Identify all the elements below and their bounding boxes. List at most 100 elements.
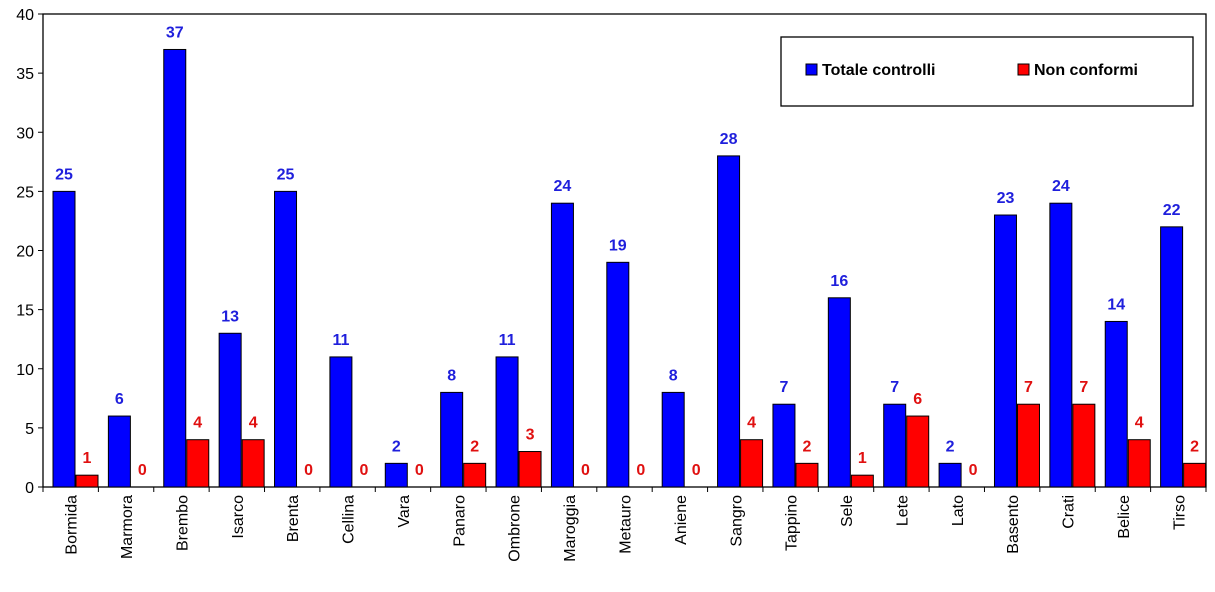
category-label: Ombrone	[507, 495, 524, 562]
bar-totale-controlli	[495, 356, 519, 488]
legend-box	[780, 36, 1194, 107]
data-label-non-conformi: 0	[692, 462, 701, 479]
data-label-non-conformi: 2	[1190, 438, 1199, 455]
bar-non-conformi	[906, 415, 930, 488]
bar-totale-controlli	[384, 462, 408, 488]
data-label-totale: 16	[830, 273, 848, 290]
y-tick-label: 30	[16, 125, 34, 142]
data-label-non-conformi: 0	[415, 462, 424, 479]
bar-non-conformi	[518, 451, 542, 488]
category-label: Lato	[950, 495, 967, 526]
y-tick-label: 35	[16, 66, 34, 83]
data-label-totale: 37	[166, 24, 184, 41]
data-label-totale: 8	[447, 367, 456, 384]
bar-totale-controlli	[827, 297, 851, 488]
bar-non-conformi	[241, 439, 265, 488]
bars	[52, 48, 1207, 488]
data-label-totale: 23	[997, 190, 1015, 207]
bar-non-conformi	[1072, 403, 1096, 488]
legend: Totale controlli Non conformi	[780, 36, 1194, 107]
data-label-totale: 2	[392, 438, 401, 455]
data-label-totale: 24	[1052, 178, 1070, 195]
category-label: Crati	[1061, 495, 1078, 529]
category-label: Sele	[839, 495, 856, 527]
data-label-non-conformi: 7	[1079, 379, 1088, 396]
bar-totale-controlli	[218, 332, 242, 488]
category-label: Aniene	[673, 495, 690, 545]
data-label-non-conformi: 4	[249, 415, 258, 432]
legend-swatch	[1017, 63, 1030, 76]
data-label-totale: 7	[890, 379, 899, 396]
data-label-non-conformi: 0	[138, 462, 147, 479]
y-tick-label: 15	[16, 303, 34, 320]
category-label: Lete	[894, 495, 911, 526]
bar-totale-controlli	[440, 391, 464, 488]
data-label-non-conformi: 3	[526, 427, 535, 444]
bar-totale-controlli	[274, 190, 298, 488]
data-label-totale: 6	[115, 391, 124, 408]
legend-label: Non conformi	[1034, 62, 1138, 79]
data-label-totale: 28	[720, 131, 738, 148]
data-label-totale: 2	[946, 438, 955, 455]
bar-non-conformi	[75, 474, 99, 488]
bar-totale-controlli	[52, 190, 76, 488]
bar-non-conformi	[740, 439, 764, 488]
data-label-non-conformi: 0	[359, 462, 368, 479]
data-label-totale: 25	[277, 166, 295, 183]
data-label-non-conformi: 7	[1024, 379, 1033, 396]
bar-non-conformi	[1183, 462, 1207, 488]
bar-totale-controlli	[329, 356, 353, 488]
legend-swatch	[805, 63, 818, 76]
category-label: Maroggia	[562, 495, 579, 562]
data-label-non-conformi: 1	[858, 450, 867, 467]
category-label: Basento	[1005, 495, 1022, 554]
bar-totale-controlli	[883, 403, 907, 488]
data-label-non-conformi: 0	[304, 462, 313, 479]
category-label: Tappino	[784, 495, 801, 551]
data-label-non-conformi: 2	[802, 438, 811, 455]
data-label-non-conformi: 0	[581, 462, 590, 479]
category-label: Sangro	[728, 495, 745, 547]
bar-totale-controlli	[717, 155, 741, 488]
data-label-totale: 7	[779, 379, 788, 396]
data-label-totale: 24	[554, 178, 572, 195]
bar-totale-controlli	[938, 462, 962, 488]
category-label: Isarco	[230, 495, 247, 539]
bar-non-conformi	[795, 462, 819, 488]
data-label-totale: 13	[221, 308, 239, 325]
bar-non-conformi	[186, 439, 210, 488]
bar-totale-controlli	[163, 48, 187, 488]
bar-totale-controlli	[107, 415, 131, 488]
category-label: Vara	[396, 495, 413, 528]
legend-label: Totale controlli	[822, 62, 935, 79]
bar-totale-controlli	[1049, 202, 1073, 488]
data-label-totale: 11	[332, 332, 349, 349]
data-label-non-conformi: 2	[470, 438, 479, 455]
y-tick-label: 40	[16, 7, 34, 24]
data-label-totale: 14	[1107, 296, 1125, 313]
data-label-totale: 22	[1163, 202, 1181, 219]
category-label: Brenta	[285, 495, 302, 542]
category-label: Panaro	[451, 495, 468, 547]
data-label-totale: 19	[609, 237, 627, 254]
data-label-totale: 11	[499, 332, 516, 349]
bar-totale-controlli	[550, 202, 574, 488]
bar-totale-controlli	[993, 214, 1017, 488]
bar-non-conformi	[463, 462, 487, 488]
y-tick-label: 5	[25, 421, 34, 438]
category-label: Brembo	[174, 495, 191, 551]
bar-totale-controlli	[1104, 320, 1128, 488]
bar-totale-controlli	[606, 261, 630, 488]
bar-totale-controlli	[661, 391, 685, 488]
category-label: Metauro	[618, 495, 635, 554]
bar-non-conformi	[850, 474, 874, 488]
category-label: Marmora	[119, 495, 136, 559]
bar-non-conformi	[1127, 439, 1151, 488]
bar-totale-controlli	[772, 403, 796, 488]
y-tick-label: 10	[16, 362, 34, 379]
bar-non-conformi	[1016, 403, 1040, 488]
data-label-non-conformi: 4	[193, 415, 202, 432]
